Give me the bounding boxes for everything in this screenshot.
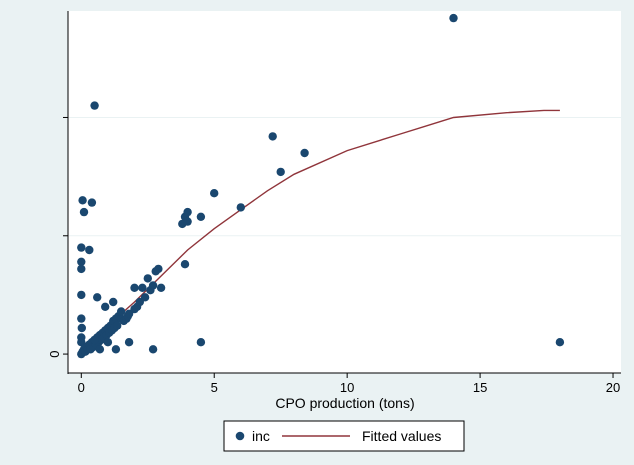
scatter-point (111, 345, 121, 354)
scatter-point (130, 283, 139, 292)
legend: inc Fitted values (223, 420, 465, 452)
scatter-point (85, 245, 94, 255)
scatter-point (236, 203, 245, 212)
scatter-point (148, 281, 158, 290)
scatter-point (87, 198, 97, 207)
grid-lines (68, 116, 621, 237)
scatter-point (103, 338, 113, 347)
plot-area (68, 11, 621, 373)
y-ticks: 0 (47, 116, 68, 358)
x-tick-label: 20 (606, 380, 620, 395)
scatter-point (109, 297, 118, 307)
scatter-point (180, 260, 190, 269)
scatter-point (90, 335, 99, 345)
scatter-point (78, 196, 87, 205)
x-tick-label: 0 (78, 380, 85, 395)
scatter-point (77, 314, 86, 323)
x-tick-label: 10 (340, 380, 354, 395)
legend-label-fitted: Fitted values (362, 428, 441, 444)
scatter-point (140, 293, 150, 302)
scatter-point (196, 212, 206, 221)
x-axis-label: CPO production (tons) (275, 395, 414, 411)
scatter-point (210, 189, 219, 198)
scatter-point (113, 321, 122, 330)
scatter-point (90, 101, 99, 110)
x-tick-label: 5 (211, 380, 218, 395)
scatter-point (276, 167, 285, 177)
scatter-point (95, 345, 105, 354)
scatter-point (93, 293, 102, 302)
y-tick-label: 0 (47, 350, 62, 357)
scatter-point (101, 302, 110, 311)
scatter-point (77, 243, 86, 252)
scatter-point (77, 323, 87, 333)
scatter-point (124, 338, 134, 347)
scatter-point (124, 309, 134, 318)
scatter-point (196, 338, 206, 347)
scatter-point (183, 207, 192, 217)
x-tick-label: 15 (473, 380, 487, 395)
legend-marker-inc (235, 431, 245, 441)
scatter-point (77, 290, 86, 300)
scatter-point (300, 148, 309, 158)
scatter-point (555, 338, 565, 347)
fitted-values-line (80, 109, 560, 350)
scatter-point (143, 274, 152, 283)
legend-label-inc: inc (252, 428, 270, 444)
x-ticks: 0 5 10 15 20 (78, 373, 620, 395)
axes (67, 11, 621, 374)
scatter-point (138, 283, 147, 292)
scatter-point (117, 307, 126, 316)
scatter-point (183, 217, 192, 226)
scatter-series (77, 13, 565, 359)
scatter-point (77, 338, 86, 347)
scatter-point (77, 257, 86, 266)
scatter-point (154, 264, 163, 274)
scatter-point (77, 264, 86, 274)
scatter-point (268, 132, 277, 141)
scatter-point (449, 13, 458, 23)
scatter-point (79, 207, 89, 217)
scatter-point (148, 345, 158, 354)
fitted-line-series (80, 109, 560, 350)
scatter-point (156, 283, 166, 292)
